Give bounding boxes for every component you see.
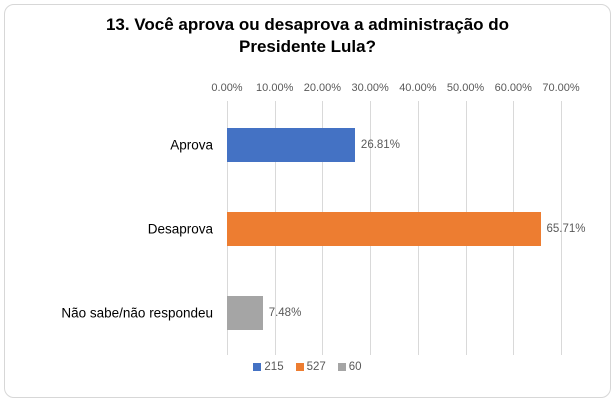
legend-item: 215 <box>253 361 284 373</box>
legend: 215 527 60 <box>0 361 615 373</box>
legend-item: 527 <box>295 361 326 373</box>
category-label: Desaprova <box>147 221 213 237</box>
x-axis-tick-label: 50.00% <box>446 82 485 94</box>
x-axis-tick-label: 0.00% <box>211 82 243 94</box>
legend-label: 60 <box>348 361 362 373</box>
legend-swatch <box>253 363 262 371</box>
chart-title: 13. Você aprova ou desaprova a administr… <box>105 15 510 56</box>
data-label: 7.48% <box>268 307 302 319</box>
x-axis-tick-label: 60.00% <box>494 82 532 94</box>
x-axis-tick-label: 30.00% <box>351 82 389 94</box>
legend-label: 215 <box>264 361 284 373</box>
bar-aprova <box>227 128 355 162</box>
category-label: Aprova <box>170 137 213 153</box>
gridline <box>561 101 562 355</box>
x-axis-tick-label: 40.00% <box>399 82 437 94</box>
bar-n-o-sabe-n-o-respondeu <box>227 296 263 330</box>
legend-swatch <box>337 363 346 371</box>
data-label: 26.81% <box>360 139 400 151</box>
x-axis-tick-label: 10.00% <box>256 82 294 94</box>
data-label: 65.71% <box>546 223 586 235</box>
category-label: Não sabe/não respondeu <box>61 305 213 321</box>
x-axis-tick-label: 70.00% <box>542 82 580 94</box>
legend-item: 60 <box>337 361 362 373</box>
x-axis-tick-label: 20.00% <box>303 82 342 94</box>
legend-label: 527 <box>306 361 326 373</box>
legend-swatch <box>295 363 304 371</box>
chart-border-frame <box>4 4 611 398</box>
bar-desaprova <box>227 212 541 246</box>
